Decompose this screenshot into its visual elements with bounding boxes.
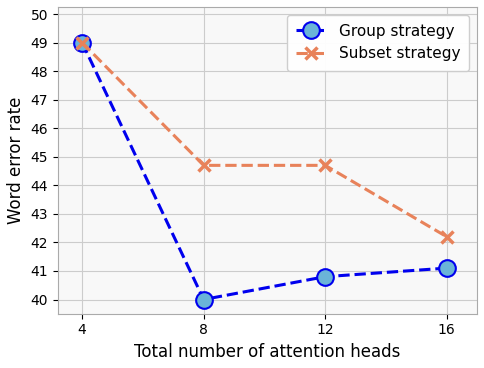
Subset strategy [322, 163, 328, 167]
X-axis label: Total number of attention heads: Total number of attention heads [134, 343, 401, 361]
Line: Group strategy: Group strategy [74, 34, 455, 308]
Subset strategy [201, 163, 207, 167]
Subset strategy [444, 234, 450, 239]
Group strategy [322, 275, 328, 279]
Group strategy [201, 297, 207, 302]
Subset strategy [79, 40, 85, 45]
Y-axis label: Word error rate: Word error rate [7, 97, 25, 224]
Line: Subset strategy: Subset strategy [76, 36, 453, 243]
Group strategy [79, 40, 85, 45]
Legend: Group strategy, Subset strategy: Group strategy, Subset strategy [287, 15, 469, 71]
Group strategy [444, 266, 450, 270]
